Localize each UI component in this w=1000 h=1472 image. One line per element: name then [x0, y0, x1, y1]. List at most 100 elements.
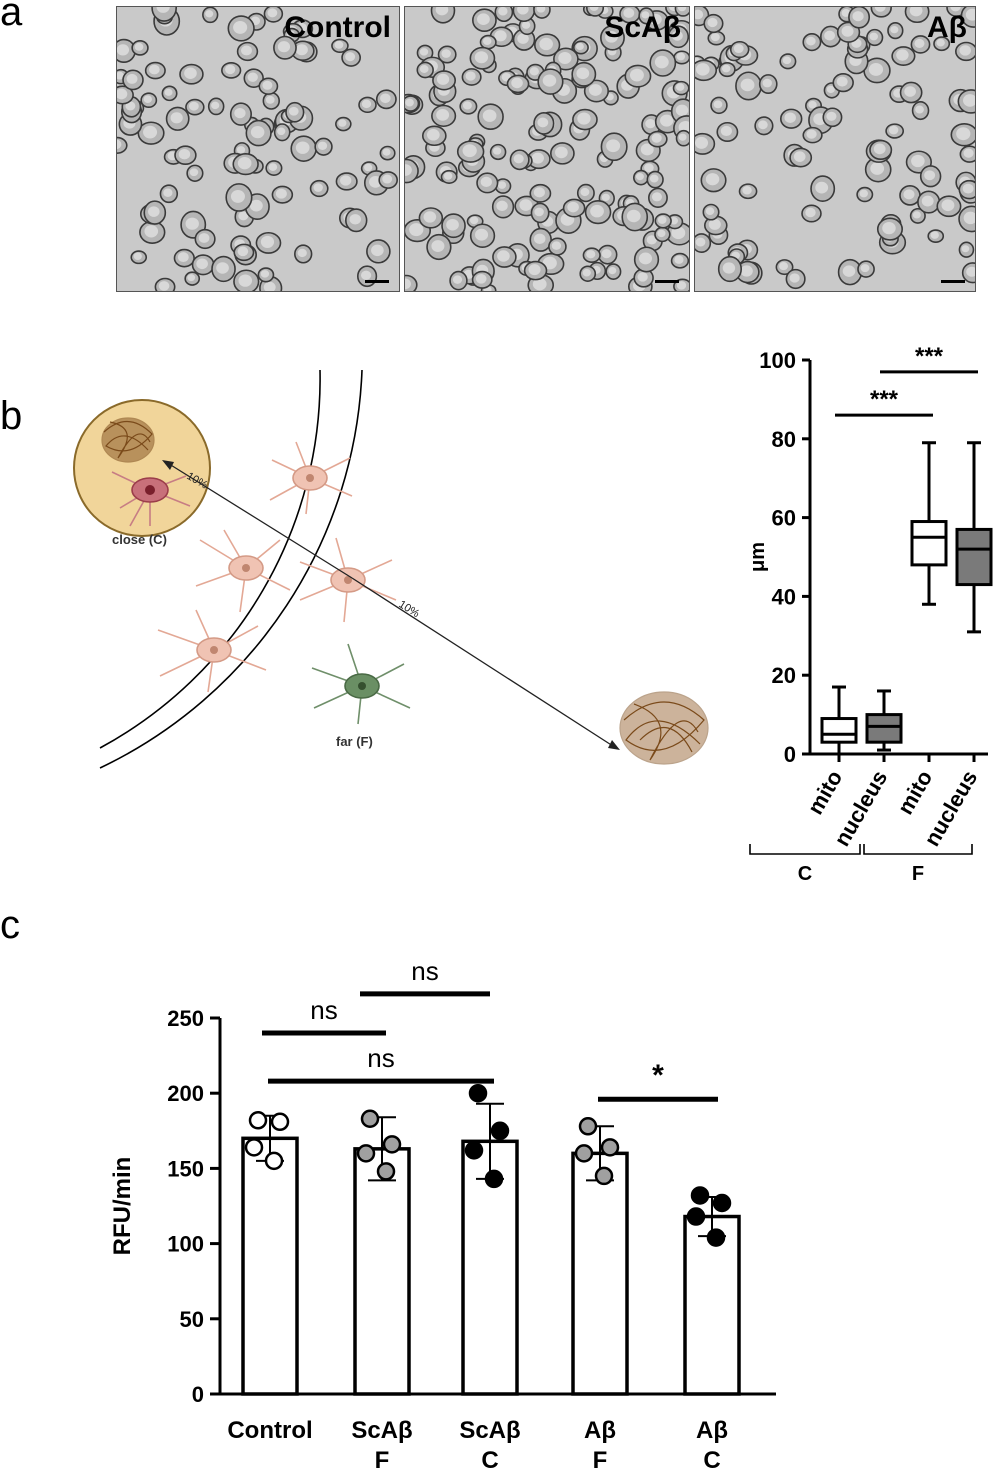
cell-highlight: [671, 226, 686, 240]
significance-label: ns: [310, 995, 337, 1025]
cell-highlight: [156, 7, 170, 13]
cell-highlight: [184, 67, 197, 79]
cell-highlight: [443, 172, 453, 180]
cell-highlight: [675, 83, 685, 91]
close-label: close (C): [112, 532, 167, 547]
data-point: [244, 1138, 264, 1157]
cell-highlight: [963, 211, 975, 225]
y-tick-label: 60: [772, 506, 796, 531]
neuron-icon: [299, 537, 397, 623]
micrograph-scrambled: ScAβ: [404, 6, 690, 292]
cell-highlight: [808, 100, 817, 109]
cell-highlight: [462, 101, 472, 110]
cell-highlight: [277, 41, 291, 53]
cell-highlight: [517, 7, 529, 15]
cell-highlight: [534, 207, 544, 217]
cell-highlight: [705, 173, 720, 186]
cell-highlight: [842, 265, 856, 277]
x-tick-label: F: [375, 1447, 390, 1472]
cell-highlight: [275, 188, 287, 199]
cell-highlight: [189, 168, 199, 177]
cell-highlight: [233, 21, 248, 34]
cell-highlight: [542, 256, 557, 270]
cell-highlight: [605, 31, 618, 43]
cell-highlight: [873, 143, 886, 155]
cell-highlight: [409, 223, 424, 237]
cell-highlight: [260, 270, 270, 278]
cell-highlight: [577, 112, 591, 125]
group-bracket: [749, 844, 861, 855]
cell-field-image: [405, 7, 689, 291]
significance-label: ***: [915, 343, 944, 370]
cell-highlight: [462, 144, 477, 158]
cell-highlight: [882, 222, 896, 235]
cell-highlight: [465, 71, 476, 81]
cell-highlight: [474, 51, 489, 64]
cell-highlight: [636, 173, 644, 181]
cell-highlight: [338, 119, 347, 127]
cell-highlight: [841, 9, 851, 17]
x-tick-label: ScAβ: [351, 1417, 412, 1444]
panel-letter-a: a: [0, 0, 23, 34]
cell-highlight: [340, 175, 352, 186]
cell-highlight: [498, 7, 508, 16]
cell-highlight: [779, 262, 789, 271]
cell-highlight: [517, 33, 529, 44]
schematic-diagram: close (C) far (F) 10% 10%: [73, 369, 709, 769]
cell-highlight: [134, 42, 144, 51]
cell-highlight: [824, 30, 836, 41]
cell-highlight: [405, 164, 412, 176]
cell-highlight: [657, 215, 667, 224]
cell-highlight: [641, 11, 650, 19]
data-point: [270, 1112, 290, 1132]
cell-highlight: [531, 152, 544, 164]
cell-highlight: [950, 7, 961, 12]
cell-highlight: [826, 111, 837, 121]
cell-highlight: [914, 38, 925, 48]
cell-highlight: [676, 281, 687, 290]
cell-highlight: [205, 10, 214, 18]
cell-highlight: [896, 49, 909, 61]
bar: [241, 1136, 299, 1396]
data-point: [356, 1144, 376, 1163]
cell-highlight: [446, 218, 459, 231]
cell-highlight: [234, 108, 246, 119]
cell-highlight: [651, 192, 662, 202]
cell-highlight: [188, 101, 199, 111]
cell-highlight: [911, 154, 925, 168]
data-point: [248, 1111, 268, 1130]
cell-highlight: [646, 235, 657, 245]
cell-highlight: [805, 207, 816, 218]
cell-highlight: [868, 62, 884, 76]
cell-highlight: [721, 64, 731, 73]
micrograph-label: Aβ: [927, 11, 967, 44]
cell-highlight: [660, 114, 674, 127]
box: [955, 527, 993, 587]
y-axis-label: RFU/min: [109, 1157, 136, 1256]
cell-highlight: [859, 189, 868, 198]
bar: [353, 1147, 411, 1396]
significance-label: ns: [367, 1043, 394, 1073]
cell-highlight: [567, 201, 579, 213]
cell-highlight: [580, 187, 590, 197]
data-point: [490, 1121, 510, 1141]
cell-highlight: [608, 267, 617, 275]
cell-highlight: [836, 76, 848, 87]
cell-highlight: [247, 72, 258, 82]
y-tick-label: 80: [772, 427, 796, 452]
cell-highlight: [924, 170, 936, 181]
x-tick-label: C: [703, 1447, 720, 1472]
bar: [683, 1214, 741, 1396]
cell-highlight: [742, 185, 752, 195]
cell-highlight: [475, 273, 487, 284]
cell-highlight: [722, 262, 736, 274]
cell-highlight: [143, 125, 158, 139]
y-tick-label: 100: [759, 348, 796, 373]
cell-highlight: [870, 162, 885, 175]
cell-highlight: [789, 273, 800, 283]
cell-highlight: [452, 275, 463, 284]
cell-highlight: [639, 252, 653, 265]
data-point: [578, 1117, 598, 1136]
cell-highlight: [441, 49, 451, 58]
cell-highlight: [405, 278, 411, 290]
